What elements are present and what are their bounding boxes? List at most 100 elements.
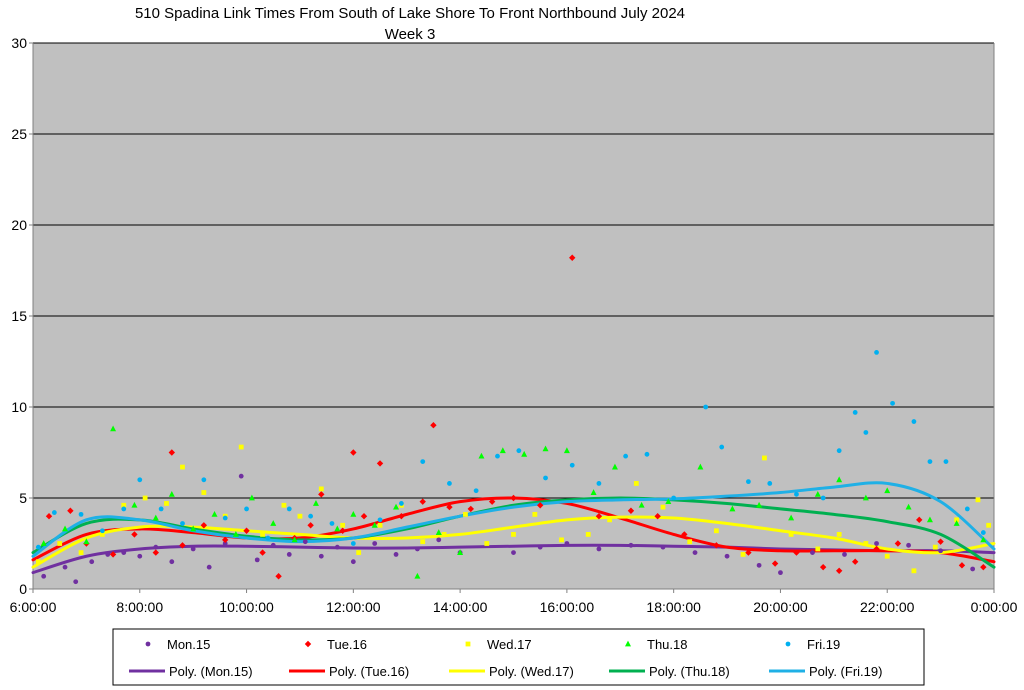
data-point <box>297 513 303 519</box>
data-point <box>819 563 827 571</box>
legend-entry: Poly. (Wed.17) <box>449 664 574 679</box>
data-point <box>73 579 79 585</box>
data-point <box>35 559 41 565</box>
data-point <box>495 453 500 459</box>
series-Fri.19 <box>35 350 986 550</box>
data-point <box>906 542 911 548</box>
data-point <box>334 544 340 550</box>
data-point <box>131 501 138 508</box>
x-tick-label: 0:00:00 <box>971 599 1018 615</box>
y-tick-label: 10 <box>11 399 27 415</box>
data-point <box>35 544 41 550</box>
data-point <box>836 532 842 537</box>
data-point <box>836 476 843 483</box>
data-point <box>291 536 298 543</box>
data-point <box>206 564 212 570</box>
data-point <box>180 521 185 526</box>
data-point <box>393 503 400 510</box>
legend-entry: Poly. (Fri.19) <box>769 664 882 679</box>
x-tick-label: 16:00:00 <box>540 599 595 615</box>
data-point <box>372 541 378 546</box>
data-point <box>938 548 944 554</box>
data-point <box>441 532 447 537</box>
data-point <box>377 522 383 528</box>
legend-label: Poly. (Wed.17) <box>489 664 574 679</box>
data-point <box>238 444 244 450</box>
data-point <box>842 552 847 557</box>
data-point <box>980 530 986 535</box>
x-tick-label: 8:00:00 <box>116 599 163 615</box>
data-point <box>499 447 506 454</box>
data-point <box>745 549 752 556</box>
legend-entry: Poly. (Mon.15) <box>129 664 253 679</box>
data-point <box>943 459 949 464</box>
data-point <box>350 510 357 517</box>
data-point <box>51 510 57 515</box>
data-point <box>307 522 314 529</box>
data-point <box>360 513 368 520</box>
data-point <box>905 503 912 510</box>
data-point <box>740 552 746 557</box>
y-tick-label: 20 <box>11 217 27 233</box>
legend-marker <box>785 641 791 647</box>
data-point <box>729 505 736 512</box>
x-tick-label: 6:00:00 <box>10 599 57 615</box>
data-point <box>40 540 47 546</box>
legend-entry: Mon.15 <box>145 637 210 652</box>
data-point <box>687 539 693 545</box>
data-point <box>953 520 960 526</box>
data-point <box>611 463 618 470</box>
data-point <box>89 559 95 565</box>
data-point <box>724 553 730 559</box>
data-point <box>430 422 437 429</box>
data-point <box>78 550 84 555</box>
data-point <box>814 490 821 497</box>
data-point <box>190 546 196 552</box>
data-point <box>628 542 634 548</box>
data-point <box>516 448 522 454</box>
data-point <box>169 559 175 565</box>
data-point <box>238 473 244 479</box>
data-point <box>467 505 474 513</box>
data-point <box>569 462 575 468</box>
data-point <box>986 522 992 528</box>
data-point <box>756 501 763 508</box>
data-point <box>232 531 239 537</box>
data-point <box>121 502 127 508</box>
data-point <box>121 506 127 512</box>
data-point <box>937 538 944 545</box>
y-tick-label: 0 <box>19 581 27 597</box>
data-point <box>463 511 468 517</box>
series-Tue.16 <box>45 254 987 580</box>
data-point <box>168 449 176 456</box>
legend-entry: Fri.19 <box>785 637 840 652</box>
data-point <box>980 563 987 571</box>
legend-label: Wed.17 <box>487 637 532 652</box>
data-point <box>201 490 207 495</box>
legend-marker <box>145 641 151 647</box>
data-point <box>350 449 357 456</box>
data-point <box>762 455 767 461</box>
data-point <box>863 430 869 435</box>
x-tick-label: 22:00:00 <box>860 599 915 615</box>
data-point <box>308 513 314 519</box>
data-point <box>964 506 970 512</box>
data-point <box>180 464 185 470</box>
data-point <box>595 513 603 520</box>
data-point <box>488 498 496 505</box>
data-point <box>281 502 287 508</box>
data-point <box>168 490 175 497</box>
data-point <box>318 553 324 559</box>
data-point <box>510 494 517 502</box>
data-point <box>970 566 976 572</box>
data-point <box>376 460 384 467</box>
legend-entry: Tue.16 <box>304 637 367 652</box>
data-point <box>254 557 260 563</box>
data-point <box>259 549 266 556</box>
y-tick-label: 30 <box>11 35 27 51</box>
legend-entry: Thu.18 <box>625 637 687 652</box>
data-point <box>222 515 228 521</box>
data-point <box>153 544 159 550</box>
data-point <box>703 404 709 410</box>
data-point <box>200 522 208 529</box>
